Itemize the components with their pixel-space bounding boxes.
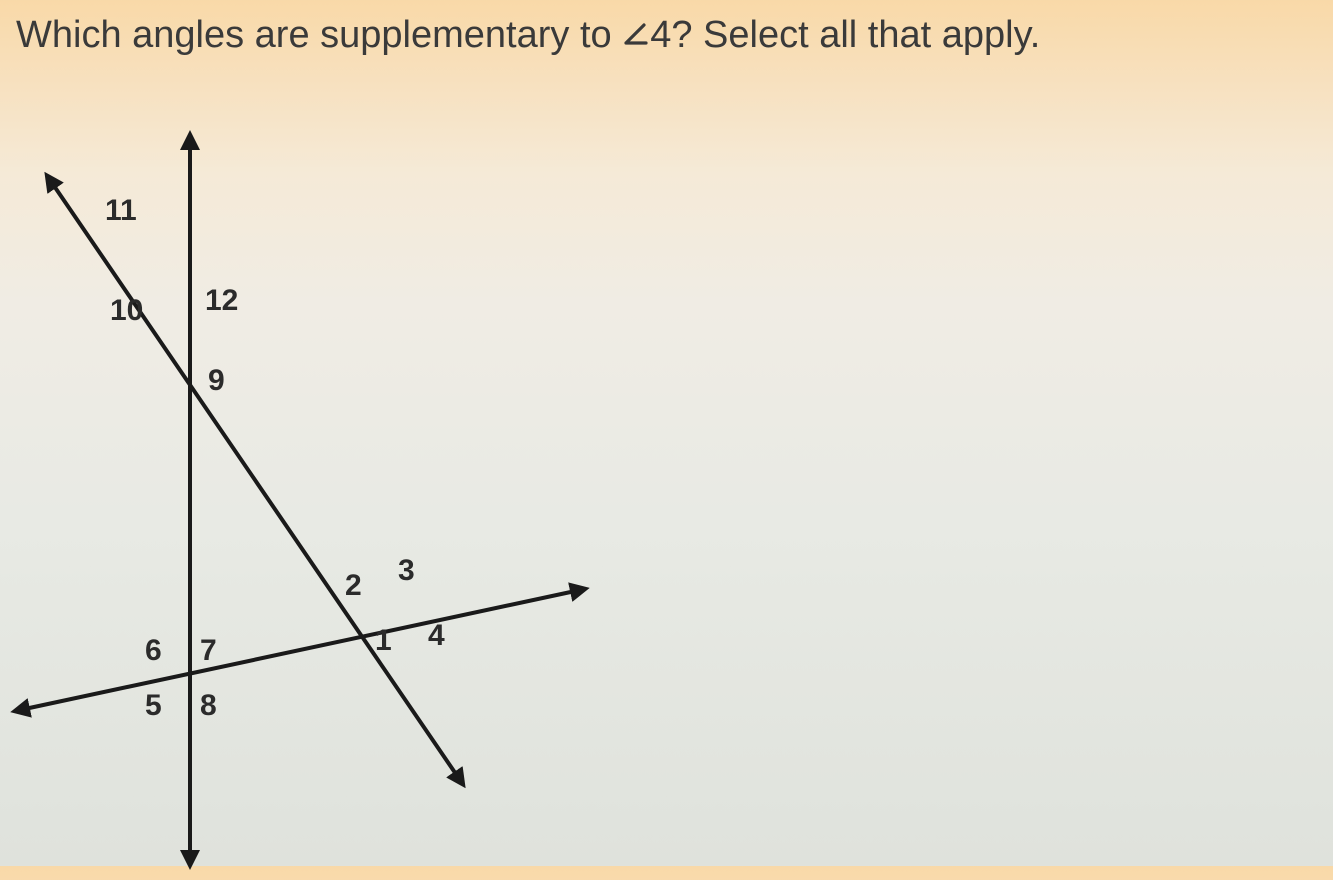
angle-label-1: 1 bbox=[375, 624, 392, 657]
angle-label-2: 2 bbox=[345, 569, 362, 602]
angle-ref-number: 4 bbox=[650, 14, 671, 56]
angles-diagram: 11 12 10 9 2 3 1 4 6 7 5 8 bbox=[0, 100, 720, 880]
angle-label-7: 7 bbox=[200, 634, 217, 667]
angle-label-3: 3 bbox=[398, 554, 415, 587]
angle-label-11: 11 bbox=[105, 194, 137, 227]
question-text: Which angles are supplementary to 4? Sel… bbox=[16, 14, 1040, 57]
angle-label-5: 5 bbox=[145, 689, 162, 722]
diagram-labels: 11 12 10 9 2 3 1 4 6 7 5 8 bbox=[105, 194, 445, 722]
question-prefix: Which angles are supplementary to bbox=[16, 14, 622, 56]
question-suffix: ? Select all that apply. bbox=[671, 14, 1040, 56]
diagram-svg: 11 12 10 9 2 3 1 4 6 7 5 8 bbox=[0, 100, 720, 880]
diagram-lines bbox=[20, 140, 580, 860]
angle-label-10: 10 bbox=[110, 294, 143, 327]
angle-label-12: 12 bbox=[205, 284, 238, 317]
angle-label-9: 9 bbox=[208, 364, 225, 397]
angle-label-6: 6 bbox=[145, 634, 162, 667]
angle-symbol-icon bbox=[622, 14, 650, 57]
angle-label-8: 8 bbox=[200, 689, 217, 722]
angle-label-4: 4 bbox=[428, 619, 445, 652]
line-near_horiz bbox=[20, 590, 580, 710]
